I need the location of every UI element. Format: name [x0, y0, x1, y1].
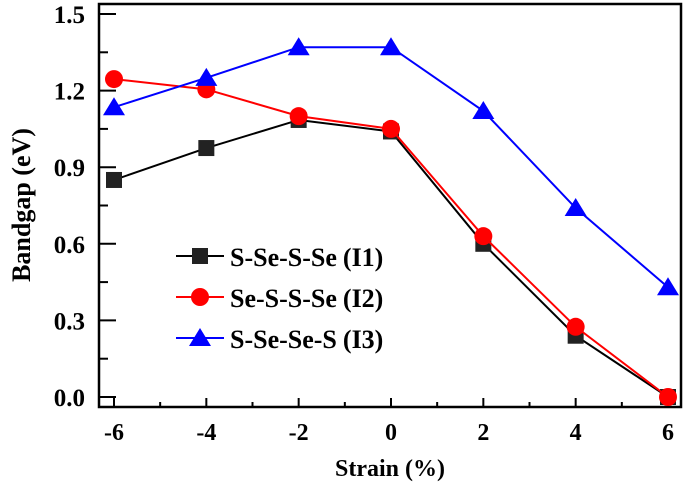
- legend-item: S-Se-S-Se (I1): [176, 243, 383, 272]
- x-tick-label: 6: [662, 420, 674, 446]
- y-tick-label: 0.6: [54, 232, 85, 259]
- x-tick-label: -4: [196, 420, 216, 446]
- data-point-triangle: [103, 97, 125, 116]
- data-point-triangle: [564, 198, 587, 217]
- x-tick-label: 4: [570, 420, 582, 446]
- data-point-circle: [289, 107, 308, 126]
- legend-series-subscript-label: (I2): [343, 284, 383, 313]
- y-tick-label: 0.0: [54, 385, 85, 412]
- legend-series-name: S-Se-Se-S: [230, 325, 337, 354]
- series-square: [106, 111, 676, 405]
- data-point-circle: [566, 317, 585, 336]
- legend-series-subscript-label: (I3): [343, 325, 383, 354]
- data-point-circle: [191, 288, 209, 306]
- legend-label: S-Se-S-Se (I1): [230, 243, 383, 272]
- legend: S-Se-S-Se (I1)Se-S-S-Se (I2)S-Se-Se-S (I3): [176, 243, 383, 354]
- data-point-triangle: [472, 101, 495, 120]
- x-axis-label: Strain (%): [335, 456, 445, 482]
- data-point-triangle: [657, 277, 679, 296]
- data-point-triangle: [195, 67, 218, 86]
- legend-series-name: Se-S-S-Se: [230, 284, 337, 313]
- x-tick-label: 2: [477, 420, 489, 446]
- data-point-circle: [382, 119, 400, 138]
- data-point-circle: [659, 388, 677, 406]
- series-group: [103, 37, 679, 406]
- y-tick-label: 1.5: [54, 2, 85, 29]
- data-point-square: [106, 171, 122, 188]
- data-point-triangle: [189, 328, 211, 346]
- y-tick-label: 0.9: [54, 155, 85, 182]
- legend-item: Se-S-S-Se (I2): [176, 284, 383, 313]
- data-point-circle: [105, 70, 123, 89]
- series-circle: [105, 70, 677, 406]
- x-tick-label: 0: [385, 420, 397, 446]
- legend-series-subscript-label: (I1): [343, 243, 383, 272]
- x-tick-label: -2: [289, 420, 309, 446]
- data-point-square: [198, 140, 215, 157]
- series-triangle: [103, 37, 679, 296]
- y-tick-label: 0.3: [54, 308, 85, 335]
- x-tick-label: -6: [104, 420, 124, 446]
- data-point-circle: [474, 227, 493, 246]
- data-point-triangle: [287, 37, 310, 56]
- axes: -6 -4 -2 0 2 4 6 0.0 0.3 0.6 0.9 1.2 1.5: [54, 2, 683, 446]
- legend-label: S-Se-Se-S (I3): [230, 325, 383, 354]
- data-point-triangle: [380, 37, 402, 56]
- legend-item: S-Se-Se-S (I3): [176, 325, 383, 354]
- legend-label: Se-S-S-Se (I2): [230, 284, 383, 313]
- data-point-square: [192, 248, 208, 264]
- y-axis-label: Bandgap (eV): [7, 128, 36, 282]
- y-tick-label: 1.2: [54, 79, 85, 106]
- legend-series-name: S-Se-S-Se: [230, 243, 337, 272]
